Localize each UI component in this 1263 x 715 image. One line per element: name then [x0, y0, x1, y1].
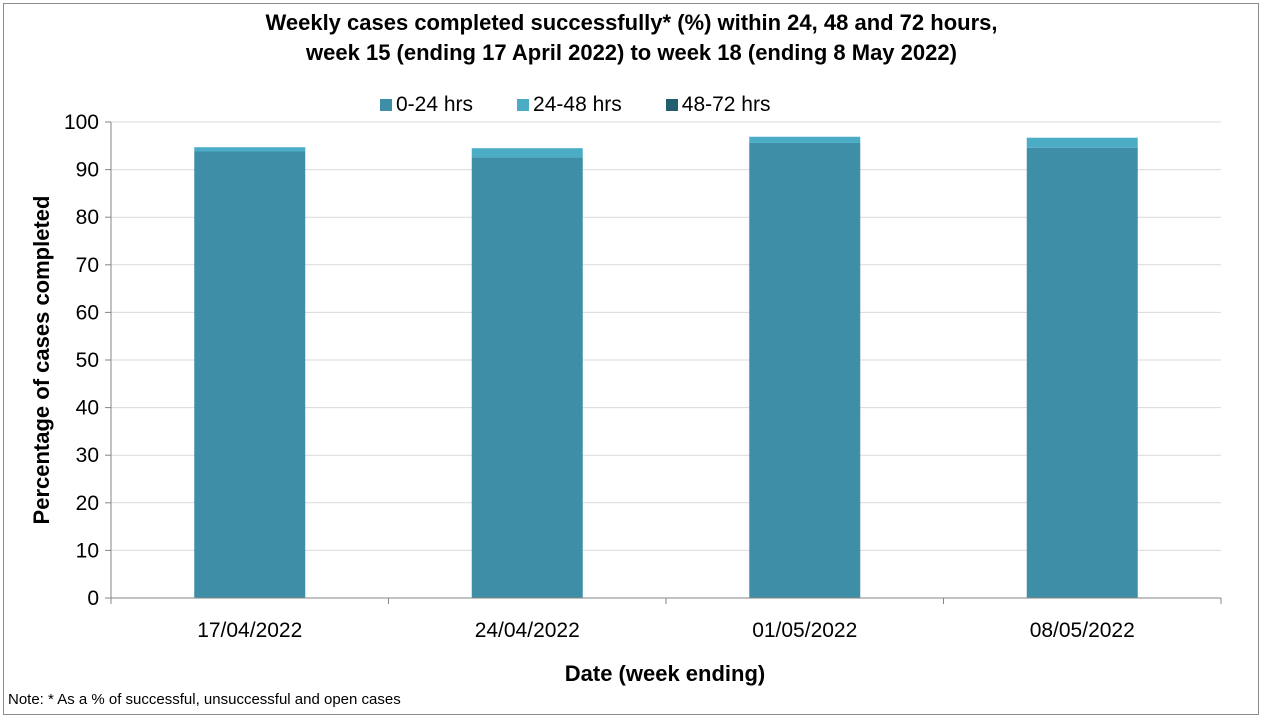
legend-item: 24-48 hrs	[517, 93, 622, 117]
x-tick-label: 17/04/2022	[197, 619, 302, 642]
bars	[194, 136, 1138, 599]
bar-segment	[749, 136, 861, 143]
y-tick-label: 30	[76, 444, 99, 467]
x-tick-label: 08/05/2022	[1030, 619, 1135, 642]
bar-segment	[749, 142, 861, 598]
y-tick-label: 0	[87, 587, 99, 610]
y-tick-label: 90	[76, 159, 99, 182]
y-tick-label: 50	[76, 349, 99, 372]
axes	[105, 121, 1222, 604]
y-tick-label: 70	[76, 254, 99, 277]
x-tick-label: 24/04/2022	[475, 619, 580, 642]
bar-segment	[1026, 137, 1138, 148]
tick-labels: 0 10 20 30 40 50 60 70 80 90 100 17/04/2022 24/04/20…	[64, 111, 1135, 642]
legend-label: 0-24 hrs	[396, 93, 474, 116]
chart-title-line-1: Weekly cases completed successfully* (%)…	[265, 10, 998, 35]
y-tick-label: 10	[76, 539, 99, 562]
y-tick-label: 60	[76, 301, 99, 324]
footnote: Note: * As a % of successful, unsuccessf…	[8, 691, 401, 708]
bar-segment	[471, 157, 583, 598]
chart-title-line-2: week 15 (ending 17 April 2022) to week 1…	[306, 40, 957, 65]
bar-segment	[471, 148, 583, 158]
chart-title: Weekly cases completed successfully* (%)…	[0, 8, 1263, 68]
y-tick-label: 40	[76, 397, 99, 420]
legend-swatch	[665, 99, 678, 111]
legend-label: 48-72 hrs	[681, 93, 771, 116]
bar-segment	[194, 151, 306, 598]
legend: 0-24 hrs 24-48 hrs 48-72 hrs	[380, 92, 814, 118]
legend-item: 48-72 hrs	[665, 93, 771, 117]
legend-item: 0-24 hrs	[380, 93, 473, 117]
y-axis-label: Percentage of cases completed	[29, 196, 54, 525]
legend-swatch	[380, 99, 392, 111]
legend-swatch	[517, 99, 530, 111]
x-tick-label: 01/05/2022	[752, 619, 857, 642]
x-axis-label: Date (week ending)	[565, 661, 765, 686]
y-tick-label: 80	[76, 206, 99, 229]
y-tick-label: 20	[76, 492, 99, 515]
bar-segment	[1026, 147, 1138, 599]
bar-segment	[194, 147, 306, 152]
y-tick-label: 100	[64, 111, 99, 134]
legend-label: 24-48 hrs	[533, 93, 622, 116]
